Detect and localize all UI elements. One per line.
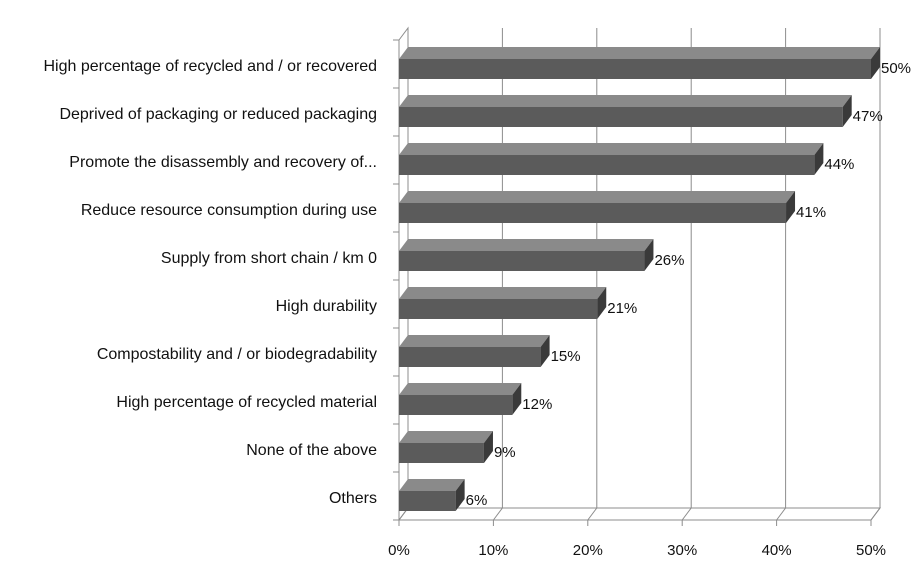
bar-side-face [871, 47, 880, 79]
bar-top-face [399, 383, 522, 395]
data-label: 44% [824, 156, 854, 173]
bar-top-face [399, 479, 465, 491]
bar-side-face [455, 479, 465, 511]
data-label: 21% [607, 300, 637, 317]
bar-top-face [399, 431, 493, 443]
bar-side-face [597, 287, 607, 319]
bar-front-face [399, 395, 513, 415]
bar-front-face [399, 251, 645, 271]
floor-gridline [776, 507, 786, 521]
data-label: 26% [654, 252, 684, 269]
data-label: 12% [522, 396, 552, 413]
floor-gridline [587, 507, 598, 521]
x-tick-label: 40% [762, 542, 792, 559]
bar-side-face [814, 143, 824, 175]
bar [399, 383, 522, 415]
bar-top-face [399, 95, 852, 107]
bar-front-face [399, 107, 843, 127]
bar-side-face [540, 335, 550, 367]
x-tick-label: 20% [573, 542, 603, 559]
x-tick-label: 50% [856, 542, 886, 559]
bar [399, 431, 493, 463]
x-tick-label: 30% [667, 542, 697, 559]
bar [399, 95, 852, 127]
bar-front-face [399, 443, 484, 463]
bar [399, 47, 880, 79]
category-label: High durability [276, 298, 377, 315]
bar-front-face [399, 155, 815, 175]
bar-front-face [399, 203, 787, 223]
bar-side-face [644, 239, 654, 271]
data-label: 41% [796, 204, 826, 221]
bar-side-face [483, 431, 493, 463]
category-label: Supply from short chain / km 0 [161, 250, 377, 267]
category-label: Deprived of packaging or reduced packagi… [59, 106, 377, 123]
bar-side-face [512, 383, 522, 415]
x-axis-ticks: 0% 10% 20% 30% 40% 50% [388, 542, 886, 559]
value-labels: 50% 47% 44% 41% 26% 21% 15% 12% 9% 6% [466, 60, 911, 509]
floor-gridline [870, 507, 881, 521]
floor [398, 507, 881, 521]
bar [399, 239, 654, 271]
bar-top-face [399, 335, 550, 347]
bar [399, 479, 465, 511]
bar [399, 191, 796, 223]
bars [399, 47, 880, 511]
x-tick-label: 10% [478, 542, 508, 559]
bar [399, 287, 607, 319]
bar-side-face [786, 191, 796, 223]
data-label: 47% [853, 108, 883, 125]
category-label: Compostability and / or biodegradability [97, 346, 377, 363]
category-label: Others [329, 490, 377, 507]
floor-gridline [681, 507, 692, 521]
data-label: 50% [881, 60, 911, 77]
category-label: High percentage of recycled and / or rec… [43, 58, 377, 75]
bar-top-face [399, 191, 796, 203]
category-label: None of the above [246, 442, 377, 459]
category-label: Reduce resource consumption during use [81, 202, 377, 219]
bar-front-face [399, 347, 541, 367]
data-label: 6% [466, 492, 488, 509]
category-labels: High percentage of recycled and / or rec… [43, 58, 377, 507]
bar [399, 335, 550, 367]
bar-front-face [399, 59, 871, 79]
bar [399, 143, 824, 175]
category-label: High percentage of recycled material [116, 394, 377, 411]
bar-top-face [399, 287, 607, 299]
bar-top-face [399, 239, 654, 251]
floor-gridline [492, 507, 503, 521]
bar-top-face [399, 47, 880, 59]
bar-front-face [399, 299, 598, 319]
data-label: 15% [551, 348, 581, 365]
bar-front-face [399, 491, 456, 511]
bar-top-face [399, 143, 824, 155]
data-label: 9% [494, 444, 516, 461]
bar-side-face [842, 95, 852, 127]
x-tick-label: 0% [388, 542, 410, 559]
category-label: Promote the disassembly and recovery of.… [69, 154, 377, 171]
